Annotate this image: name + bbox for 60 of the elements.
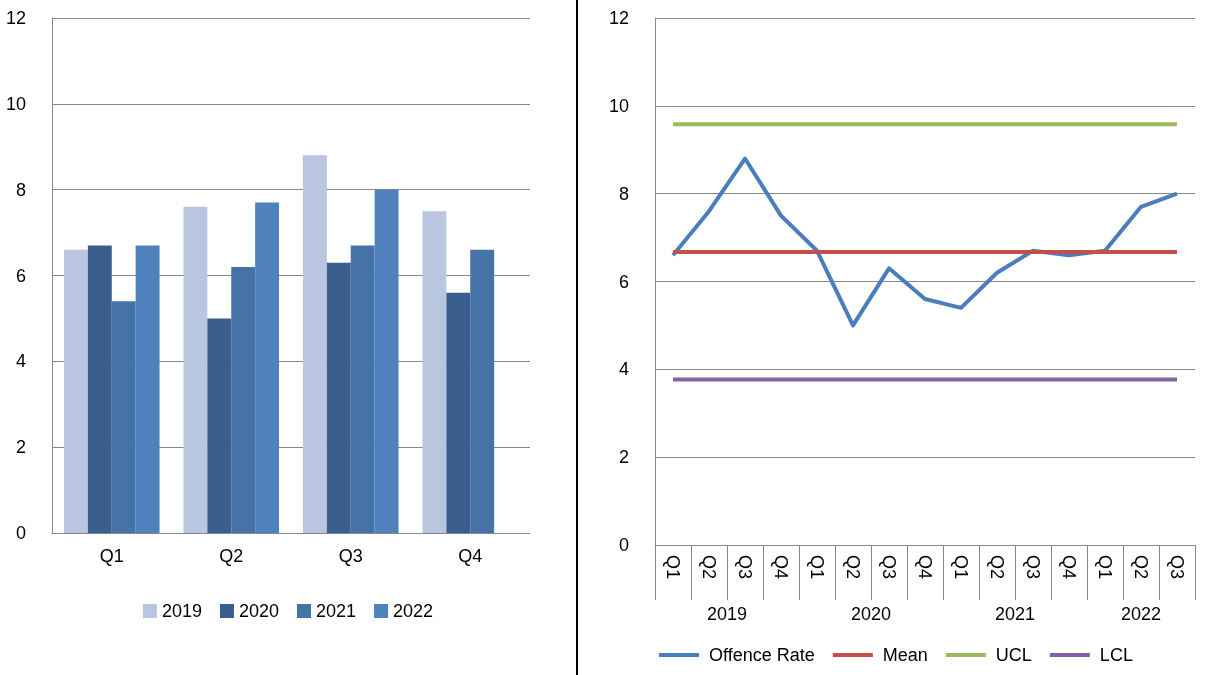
legend-label: 2022: [393, 601, 434, 621]
bar: [446, 292, 471, 533]
text: 2020: [850, 604, 892, 624]
x-tick-label: Q2: [1131, 555, 1151, 580]
x-tick-label: Q3: [1023, 555, 1043, 580]
x-tick-label: Q2: [987, 555, 1007, 580]
y-tick-label: 4: [618, 359, 629, 380]
bar: [231, 266, 256, 533]
bar: [111, 301, 136, 533]
x-tick-label: Q4: [1059, 555, 1079, 580]
y-tick-label: 10: [5, 93, 26, 114]
bar: [326, 262, 351, 533]
x-tick-label: Q4: [915, 555, 935, 580]
y-tick-label: 12: [608, 8, 629, 28]
y-tick-label: 0: [618, 535, 629, 555]
x-tick-label: Q1: [807, 555, 827, 580]
bar: [302, 155, 327, 533]
x-tick-label: Q2: [699, 555, 719, 580]
bar: [63, 249, 88, 533]
text: 2021: [994, 604, 1036, 624]
bar: [207, 318, 232, 533]
bar: [87, 245, 112, 533]
legend-label: Mean: [882, 645, 928, 665]
legend-label: LCL: [1099, 645, 1133, 665]
x-tick-label: Q1: [99, 546, 124, 566]
y-tick-label: 6: [15, 265, 26, 286]
x-tick-label: Q3: [338, 546, 363, 566]
legend-label: Offence Rate: [709, 645, 815, 665]
x-tick-label: Q1: [1095, 555, 1115, 580]
x-tick-label: Q4: [771, 555, 791, 580]
text: 2019: [706, 604, 748, 624]
x-tick-label: Q1: [663, 555, 683, 580]
x-tick-label: Q3: [879, 555, 899, 580]
y-tick-label: 0: [15, 523, 26, 543]
bar: [135, 245, 160, 533]
bar: [255, 202, 280, 533]
x-tick-label: Q3: [1167, 555, 1187, 580]
y-tick-label: 8: [618, 183, 629, 204]
y-tick-label: 6: [618, 271, 629, 292]
legend-label: 2020: [238, 601, 279, 621]
text: 2022: [1120, 604, 1162, 624]
legend-label: 2021: [316, 601, 357, 621]
bar: [374, 189, 399, 533]
bar: [422, 211, 447, 533]
bar: [350, 245, 375, 533]
x-tick-label: Q4: [458, 546, 483, 566]
x-tick-label: Q2: [843, 555, 863, 580]
y-tick-label: 12: [5, 8, 26, 28]
y-tick-label: 10: [608, 95, 629, 116]
y-tick-label: 4: [15, 351, 26, 372]
bar: [183, 206, 208, 533]
x-tick-label: Q1: [951, 555, 971, 580]
y-tick-label: 8: [15, 179, 26, 200]
legend-label: UCL: [995, 645, 1032, 665]
bar: [470, 249, 495, 533]
legend-label: 2019: [161, 601, 202, 621]
y-tick-label: 2: [15, 437, 26, 458]
x-tick-label: Q3: [735, 555, 755, 580]
x-tick-label: Q2: [219, 546, 244, 566]
y-tick-label: 2: [618, 447, 629, 468]
